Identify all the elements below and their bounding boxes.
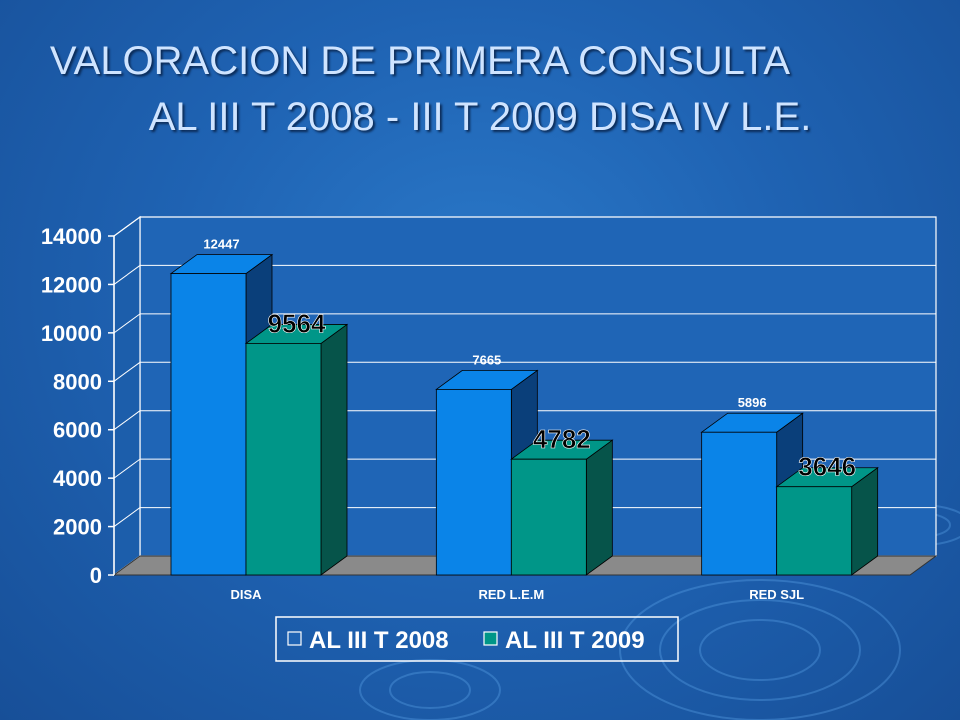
gridline-side [113,507,141,527]
chart-side-wall [113,215,141,577]
gridline-side [113,265,141,285]
data-label: 9564 [268,308,326,338]
x-tick-label: RED SJL [749,587,804,602]
data-label: 4782 [533,424,591,454]
data-label: 12447 [203,237,239,252]
y-tick-label: 10000 [41,321,102,346]
gridline-side [113,361,141,382]
slide-title-line-1: VALORACION DE PRIMERA CONSULTA [49,39,791,83]
bar [701,431,778,576]
legend-swatch [287,631,302,646]
gridline-side [113,410,141,431]
bar-side [585,439,613,576]
legend-label: AL III T 2009 [505,627,645,654]
data-label: 5896 [738,395,767,410]
y-tick-label: 4000 [53,466,102,491]
y-tick-label: 14000 [41,224,102,249]
bar [245,343,322,576]
gridline-side [113,458,141,479]
y-tick-label: 6000 [53,418,102,443]
bar-side [320,323,348,576]
y-tick-label: 2000 [53,515,102,540]
y-tick-label: 0 [90,563,102,588]
bar [776,486,853,576]
gridline-side [113,313,141,334]
data-label: 3646 [798,452,856,482]
x-tick-label: RED L.E.M [478,587,544,602]
y-tick-label: 8000 [53,369,102,394]
bar [510,458,587,576]
legend-swatch [483,631,498,646]
gridline-side [113,216,141,237]
x-tick-label: DISA [230,587,262,602]
y-tick-label: 12000 [41,272,102,297]
legend-box [275,616,679,662]
bar [435,388,512,576]
data-label: 7665 [472,352,501,367]
bar [170,273,247,576]
slide-title-line-2: AL III T 2008 - III T 2009 DISA IV L.E. [148,95,812,139]
legend-label: AL III T 2008 [309,627,449,654]
